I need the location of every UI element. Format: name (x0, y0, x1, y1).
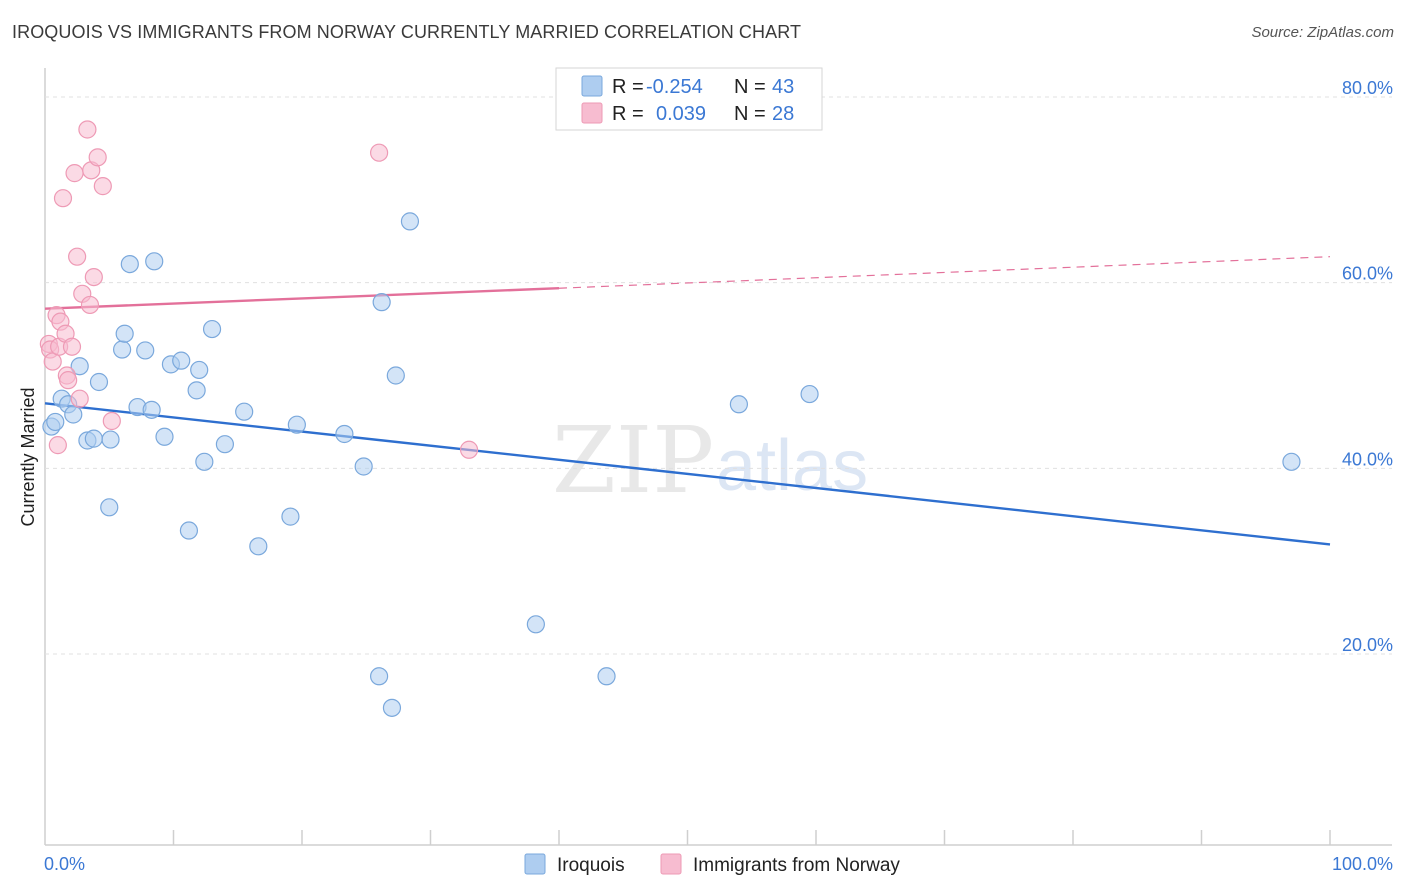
point-iroquois-9 (101, 430, 120, 449)
point-iroquois-32 (354, 457, 373, 476)
point-norway-4 (48, 436, 67, 455)
legend-swatch-iroquois (524, 853, 546, 875)
point-iroquois-4 (64, 405, 83, 424)
point-iroquois-23 (190, 360, 209, 380)
stats-swatch-blue (581, 75, 603, 97)
point-norway-17 (80, 295, 100, 315)
point-iroquois-28 (249, 537, 268, 556)
point-iroquois-5 (70, 357, 89, 376)
point-iroquois-33 (370, 667, 389, 686)
point-iroquois-31 (335, 424, 354, 444)
point-iroquois-7 (84, 429, 103, 448)
point-norway-14 (70, 389, 89, 408)
point-norway-22 (102, 411, 121, 431)
y-tick-label-40: 40.0% (1342, 449, 1393, 469)
point-iroquois-22 (187, 381, 206, 400)
point-norway-19 (84, 267, 103, 287)
point-iroquois-30 (287, 415, 306, 434)
point-iroquois-8 (89, 372, 109, 392)
y-tick-label-80: 80.0% (1342, 78, 1393, 98)
x-tick-label-max: 100.0% (1332, 854, 1393, 874)
point-norway-20 (88, 148, 107, 167)
point-iroquois-38 (526, 615, 545, 634)
legend-label-iroquois: Iroquois (557, 855, 625, 876)
source-credit: Source: ZipAtlas.com (1251, 24, 1394, 41)
point-iroquois-25 (202, 319, 222, 339)
stats-n-value-2: 28 (772, 103, 794, 125)
point-iroquois-16 (142, 400, 161, 419)
point-iroquois-27 (235, 402, 254, 421)
y-axis-label: Currently Married (18, 387, 38, 526)
point-iroquois-12 (115, 324, 134, 343)
point-iroquois-18 (155, 427, 174, 446)
point-iroquois-40 (729, 395, 749, 414)
point-iroquois-36 (386, 366, 405, 385)
chart-title: IROQUOIS VS IMMIGRANTS FROM NORWAY CURRE… (12, 22, 802, 42)
legend-swatch-norway (660, 853, 682, 875)
point-iroquois-24 (195, 452, 214, 471)
point-iroquois-11 (112, 340, 132, 359)
stats-r-value-1: -0.254 (646, 76, 703, 98)
watermark-atlas: atlas (716, 426, 868, 506)
point-iroquois-10 (100, 498, 119, 517)
point-norway-16 (78, 120, 97, 139)
point-norway-21 (93, 177, 112, 196)
stats-n-label-1: N = (734, 76, 766, 98)
point-iroquois-20 (172, 351, 191, 370)
stats-box: R = -0.254 N = 43 R = 0.039 N = 28 (555, 67, 823, 131)
point-norway-24 (459, 440, 479, 459)
point-norway-11 (62, 337, 82, 356)
y-tick-label-20: 20.0% (1342, 635, 1393, 655)
x-tick-label-min: 0.0% (44, 854, 85, 874)
point-iroquois-34 (372, 293, 391, 312)
stats-r-value-2: 0.039 (656, 103, 706, 125)
trend-line-norway-2 (558, 256, 1331, 289)
stats-n-label-2: N = (734, 103, 766, 125)
point-iroquois-41 (800, 384, 819, 404)
point-norway-10 (59, 371, 78, 390)
point-iroquois-1 (46, 412, 65, 432)
point-norway-7 (53, 189, 73, 208)
point-norway-13 (68, 247, 87, 266)
point-iroquois-42 (1282, 452, 1301, 471)
point-iroquois-39 (597, 667, 616, 686)
point-iroquois-37 (400, 212, 420, 231)
stats-r-label-2: R = (612, 103, 644, 125)
point-iroquois-15 (136, 341, 155, 360)
y-tick-label-60: 60.0% (1342, 264, 1393, 284)
point-iroquois-29 (281, 507, 300, 526)
trend-line-iroquois-0 (44, 402, 1331, 546)
stats-r-label-1: R = (612, 76, 644, 98)
stats-swatch-pink (581, 102, 603, 124)
stats-n-value-1: 43 (772, 76, 794, 98)
point-norway-12 (65, 164, 84, 183)
trend-line-norway-1 (44, 287, 560, 310)
point-iroquois-26 (215, 435, 234, 454)
point-iroquois-21 (179, 521, 199, 540)
watermark-zip: ZIP (552, 407, 714, 514)
point-norway-23 (370, 143, 389, 162)
point-iroquois-35 (382, 698, 402, 717)
point-iroquois-17 (145, 252, 164, 271)
legend-label-norway: Immigrants from Norway (693, 855, 900, 876)
point-iroquois-13 (120, 255, 139, 274)
legend: Iroquois Immigrants from Norway (524, 853, 900, 876)
